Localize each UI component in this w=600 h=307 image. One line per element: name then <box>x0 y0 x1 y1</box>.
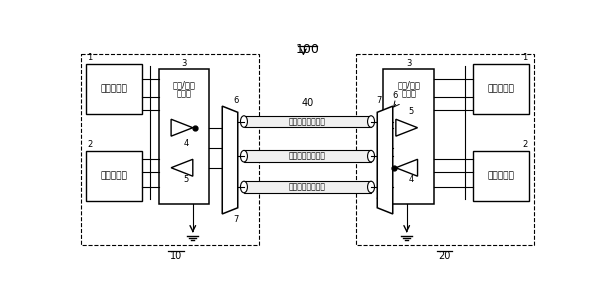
Bar <box>86 64 142 114</box>
Text: 差分信号传输线路: 差分信号传输线路 <box>289 152 326 161</box>
Text: 4: 4 <box>408 175 413 185</box>
Text: 电路块: 电路块 <box>176 89 191 98</box>
Text: 20: 20 <box>439 251 451 261</box>
Bar <box>473 151 529 201</box>
Ellipse shape <box>241 116 247 127</box>
Text: 输入/输出: 输入/输出 <box>172 80 196 89</box>
Polygon shape <box>377 106 393 214</box>
Text: 输入/输出: 输入/输出 <box>397 80 420 89</box>
Bar <box>473 64 529 114</box>
Text: 2: 2 <box>523 140 527 149</box>
Polygon shape <box>396 159 418 176</box>
Polygon shape <box>171 119 193 136</box>
Ellipse shape <box>241 181 247 193</box>
Text: 100: 100 <box>296 43 319 56</box>
Text: 功能电路块: 功能电路块 <box>101 171 128 180</box>
Text: 7: 7 <box>233 216 238 224</box>
Bar <box>81 54 259 245</box>
Text: 10: 10 <box>170 251 182 261</box>
Bar <box>244 116 371 127</box>
Text: 3: 3 <box>181 59 187 68</box>
Text: 1: 1 <box>88 53 92 62</box>
Bar <box>383 69 434 204</box>
Bar <box>244 181 371 193</box>
Ellipse shape <box>368 116 374 127</box>
Bar <box>244 150 371 162</box>
Polygon shape <box>396 119 418 136</box>
Text: 电源电路块: 电源电路块 <box>101 84 128 93</box>
Text: 5: 5 <box>184 175 189 185</box>
Text: 电源电路块: 电源电路块 <box>487 84 514 93</box>
Ellipse shape <box>368 181 374 193</box>
Text: 差分信号传输线路: 差分信号传输线路 <box>289 182 326 192</box>
Text: 功能电路块: 功能电路块 <box>487 171 514 180</box>
Text: 7: 7 <box>377 95 382 105</box>
Text: 6: 6 <box>233 95 238 105</box>
Text: 6: 6 <box>393 91 398 100</box>
Text: 40: 40 <box>301 98 314 108</box>
Bar <box>86 151 142 201</box>
Text: 电源地对传输线路: 电源地对传输线路 <box>289 117 326 126</box>
Text: 30: 30 <box>376 191 388 201</box>
Text: 1: 1 <box>523 53 527 62</box>
Text: 3: 3 <box>406 59 412 68</box>
Text: 4: 4 <box>184 139 189 148</box>
Text: 2: 2 <box>88 140 92 149</box>
Bar <box>356 54 534 245</box>
Polygon shape <box>222 106 238 214</box>
Bar <box>158 69 209 204</box>
Text: 电路块: 电路块 <box>401 89 416 98</box>
Ellipse shape <box>241 150 247 162</box>
Ellipse shape <box>368 150 374 162</box>
Text: 5: 5 <box>408 107 413 116</box>
Polygon shape <box>171 159 193 176</box>
